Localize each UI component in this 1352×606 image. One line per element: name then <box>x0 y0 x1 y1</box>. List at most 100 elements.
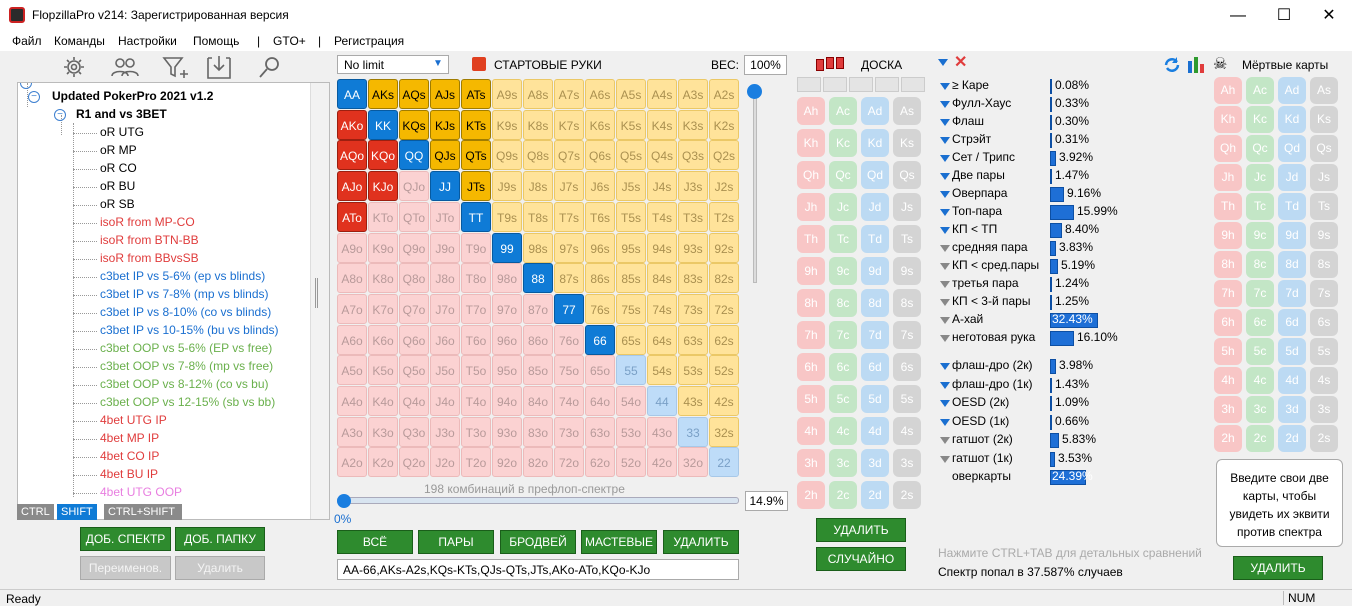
range-cell[interactable]: 82s <box>709 263 739 294</box>
dead-card-grid[interactable]: Ah Ac Ad As Kh Kc Kd Ks Qh Qc Qd Qs Jh Jc Jd Js Th Tc Td Ts… <box>1214 77 1344 457</box>
range-cell[interactable]: A4s <box>647 79 677 109</box>
range-cell[interactable]: 84s <box>647 263 677 294</box>
range-cell[interactable]: 52o <box>616 447 646 478</box>
range-text-input[interactable]: AA-66,AKs-A2s,KQs-KTs,QJs-QTs,JTs,AKo-AT… <box>337 559 739 580</box>
range-cell[interactable]: T8o <box>461 263 491 294</box>
range-cell[interactable]: 94o <box>492 386 522 416</box>
range-cell[interactable]: K3o <box>368 416 398 447</box>
range-cell[interactable]: KTs <box>461 109 491 140</box>
board-card[interactable]: Ts <box>893 225 921 253</box>
range-cell[interactable]: 65o <box>585 355 615 386</box>
board-slot[interactable] <box>797 77 821 92</box>
filter-icon[interactable] <box>940 155 950 162</box>
tree-item[interactable]: oR BU <box>100 179 136 193</box>
filter-icon[interactable] <box>938 55 950 69</box>
range-cell[interactable]: T9o <box>461 232 491 263</box>
clear-filter-icon[interactable]: ✕ <box>954 54 968 71</box>
board-card[interactable]: Qh <box>797 161 825 189</box>
range-cell[interactable]: KJo <box>368 171 398 202</box>
board-card[interactable]: 8d <box>861 289 889 317</box>
range-percent[interactable]: 14.9% <box>745 491 788 511</box>
range-cell[interactable]: 63o <box>585 416 615 447</box>
range-cell[interactable]: 77 <box>554 293 584 324</box>
board-random-button[interactable]: СЛУЧАЙНО <box>816 547 906 571</box>
board-card[interactable]: Qc <box>829 161 857 189</box>
range-grid[interactable]: AA AKs AQs AJs ATs A9s A8s A7s A6s A5s A4s A3s A2s AK… <box>337 79 745 479</box>
range-cell[interactable]: 42s <box>709 386 739 416</box>
board-card[interactable]: As <box>893 97 921 125</box>
range-cell[interactable]: J9s <box>492 171 522 202</box>
range-cell[interactable]: 95o <box>492 355 522 386</box>
range-cell[interactable]: 72s <box>709 293 739 324</box>
filter-icon[interactable] <box>940 191 950 198</box>
dead-card[interactable]: 4h <box>1214 367 1242 394</box>
filter-icon[interactable] <box>940 119 950 126</box>
dead-card[interactable]: Jc <box>1246 164 1274 191</box>
tree-item[interactable]: c3bet IP vs 7-8% (mp vs blinds) <box>100 287 269 301</box>
range-cell[interactable]: A8o <box>337 263 367 294</box>
dead-card[interactable]: 2s <box>1310 425 1338 452</box>
board-card[interactable]: 6h <box>797 353 825 381</box>
board-card[interactable]: 2s <box>893 481 921 509</box>
range-cell[interactable]: AKs <box>368 79 398 109</box>
range-cell[interactable]: J6o <box>430 324 460 355</box>
board-card[interactable]: Ah <box>797 97 825 125</box>
game-select[interactable]: No limit ▼ <box>337 55 449 74</box>
chart-icon[interactable] <box>1187 55 1207 73</box>
range-cell[interactable]: 54s <box>647 355 677 386</box>
board-card[interactable]: 8s <box>893 289 921 317</box>
range-cell[interactable]: KK <box>368 109 398 140</box>
dead-card[interactable]: 8d <box>1278 251 1306 278</box>
range-cell[interactable]: KTo <box>368 201 398 232</box>
dead-card[interactable]: 9d <box>1278 222 1306 249</box>
range-cell[interactable]: J9o <box>430 232 460 263</box>
range-cell[interactable]: QTo <box>399 201 429 232</box>
scroll-grip[interactable] <box>315 278 318 308</box>
board-card-grid[interactable]: Ah Ac Ad As Kh Kc Kd Ks Qh Qc Qd Qs Jh Jc Jd Js Th Tc Td Ts… <box>797 97 927 517</box>
dead-card[interactable]: 8h <box>1214 251 1242 278</box>
dead-card[interactable]: 5c <box>1246 338 1274 365</box>
range-cell[interactable]: A3s <box>678 79 708 109</box>
range-cell[interactable]: Q5o <box>399 355 429 386</box>
tree-item[interactable]: c3bet OOP vs 5-6% (EP vs free) <box>100 341 273 355</box>
dead-card[interactable]: As <box>1310 77 1338 104</box>
range-cell[interactable]: 53s <box>678 355 708 386</box>
range-cell[interactable]: J7s <box>554 171 584 202</box>
board-card[interactable]: 5c <box>829 385 857 413</box>
range-cell[interactable]: A6s <box>585 79 615 109</box>
range-cell[interactable]: K7o <box>368 293 398 324</box>
dead-card[interactable]: 7d <box>1278 280 1306 307</box>
import-icon[interactable] <box>207 56 231 79</box>
dead-card[interactable]: 7c <box>1246 280 1274 307</box>
range-cell[interactable]: T6s <box>585 201 615 232</box>
board-card[interactable]: 3d <box>861 449 889 477</box>
range-cell[interactable]: Q3s <box>678 140 708 171</box>
range-cell[interactable]: A3o <box>337 416 367 447</box>
range-cell[interactable]: J5o <box>430 355 460 386</box>
range-cell[interactable]: QJs <box>430 140 460 171</box>
collapse-toggle[interactable]: − <box>20 83 32 89</box>
range-cell[interactable]: 92s <box>709 232 739 263</box>
board-card[interactable]: Ad <box>861 97 889 125</box>
range-cell[interactable]: 62s <box>709 324 739 355</box>
board-card[interactable]: 9h <box>797 257 825 285</box>
range-cell[interactable]: 55 <box>616 355 646 386</box>
board-card[interactable]: 5s <box>893 385 921 413</box>
dead-card[interactable]: 8c <box>1246 251 1274 278</box>
range-cell[interactable]: Q8o <box>399 263 429 294</box>
range-cell[interactable]: T6o <box>461 324 491 355</box>
board-delete-button[interactable]: УДАЛИТЬ <box>816 518 906 542</box>
board-card[interactable]: Kc <box>829 129 857 157</box>
range-cell[interactable]: J7o <box>430 293 460 324</box>
dead-card[interactable]: 6d <box>1278 309 1306 336</box>
dead-card[interactable]: 5h <box>1214 338 1242 365</box>
range-cell[interactable]: 98s <box>523 232 553 263</box>
suited-button[interactable]: МАСТЕВЫЕ <box>581 530 657 554</box>
board-card[interactable]: 8c <box>829 289 857 317</box>
range-slider-handle[interactable] <box>337 494 351 508</box>
tree-item[interactable]: c3bet OOP vs 12-15% (sb vs bb) <box>100 395 276 409</box>
range-cell[interactable]: 42o <box>647 447 677 478</box>
tree-item[interactable]: c3bet OOP vs 8-12% (co vs bu) <box>100 377 269 391</box>
menu-help[interactable]: Помощь <box>193 34 240 48</box>
dead-card[interactable]: Qc <box>1246 135 1274 162</box>
